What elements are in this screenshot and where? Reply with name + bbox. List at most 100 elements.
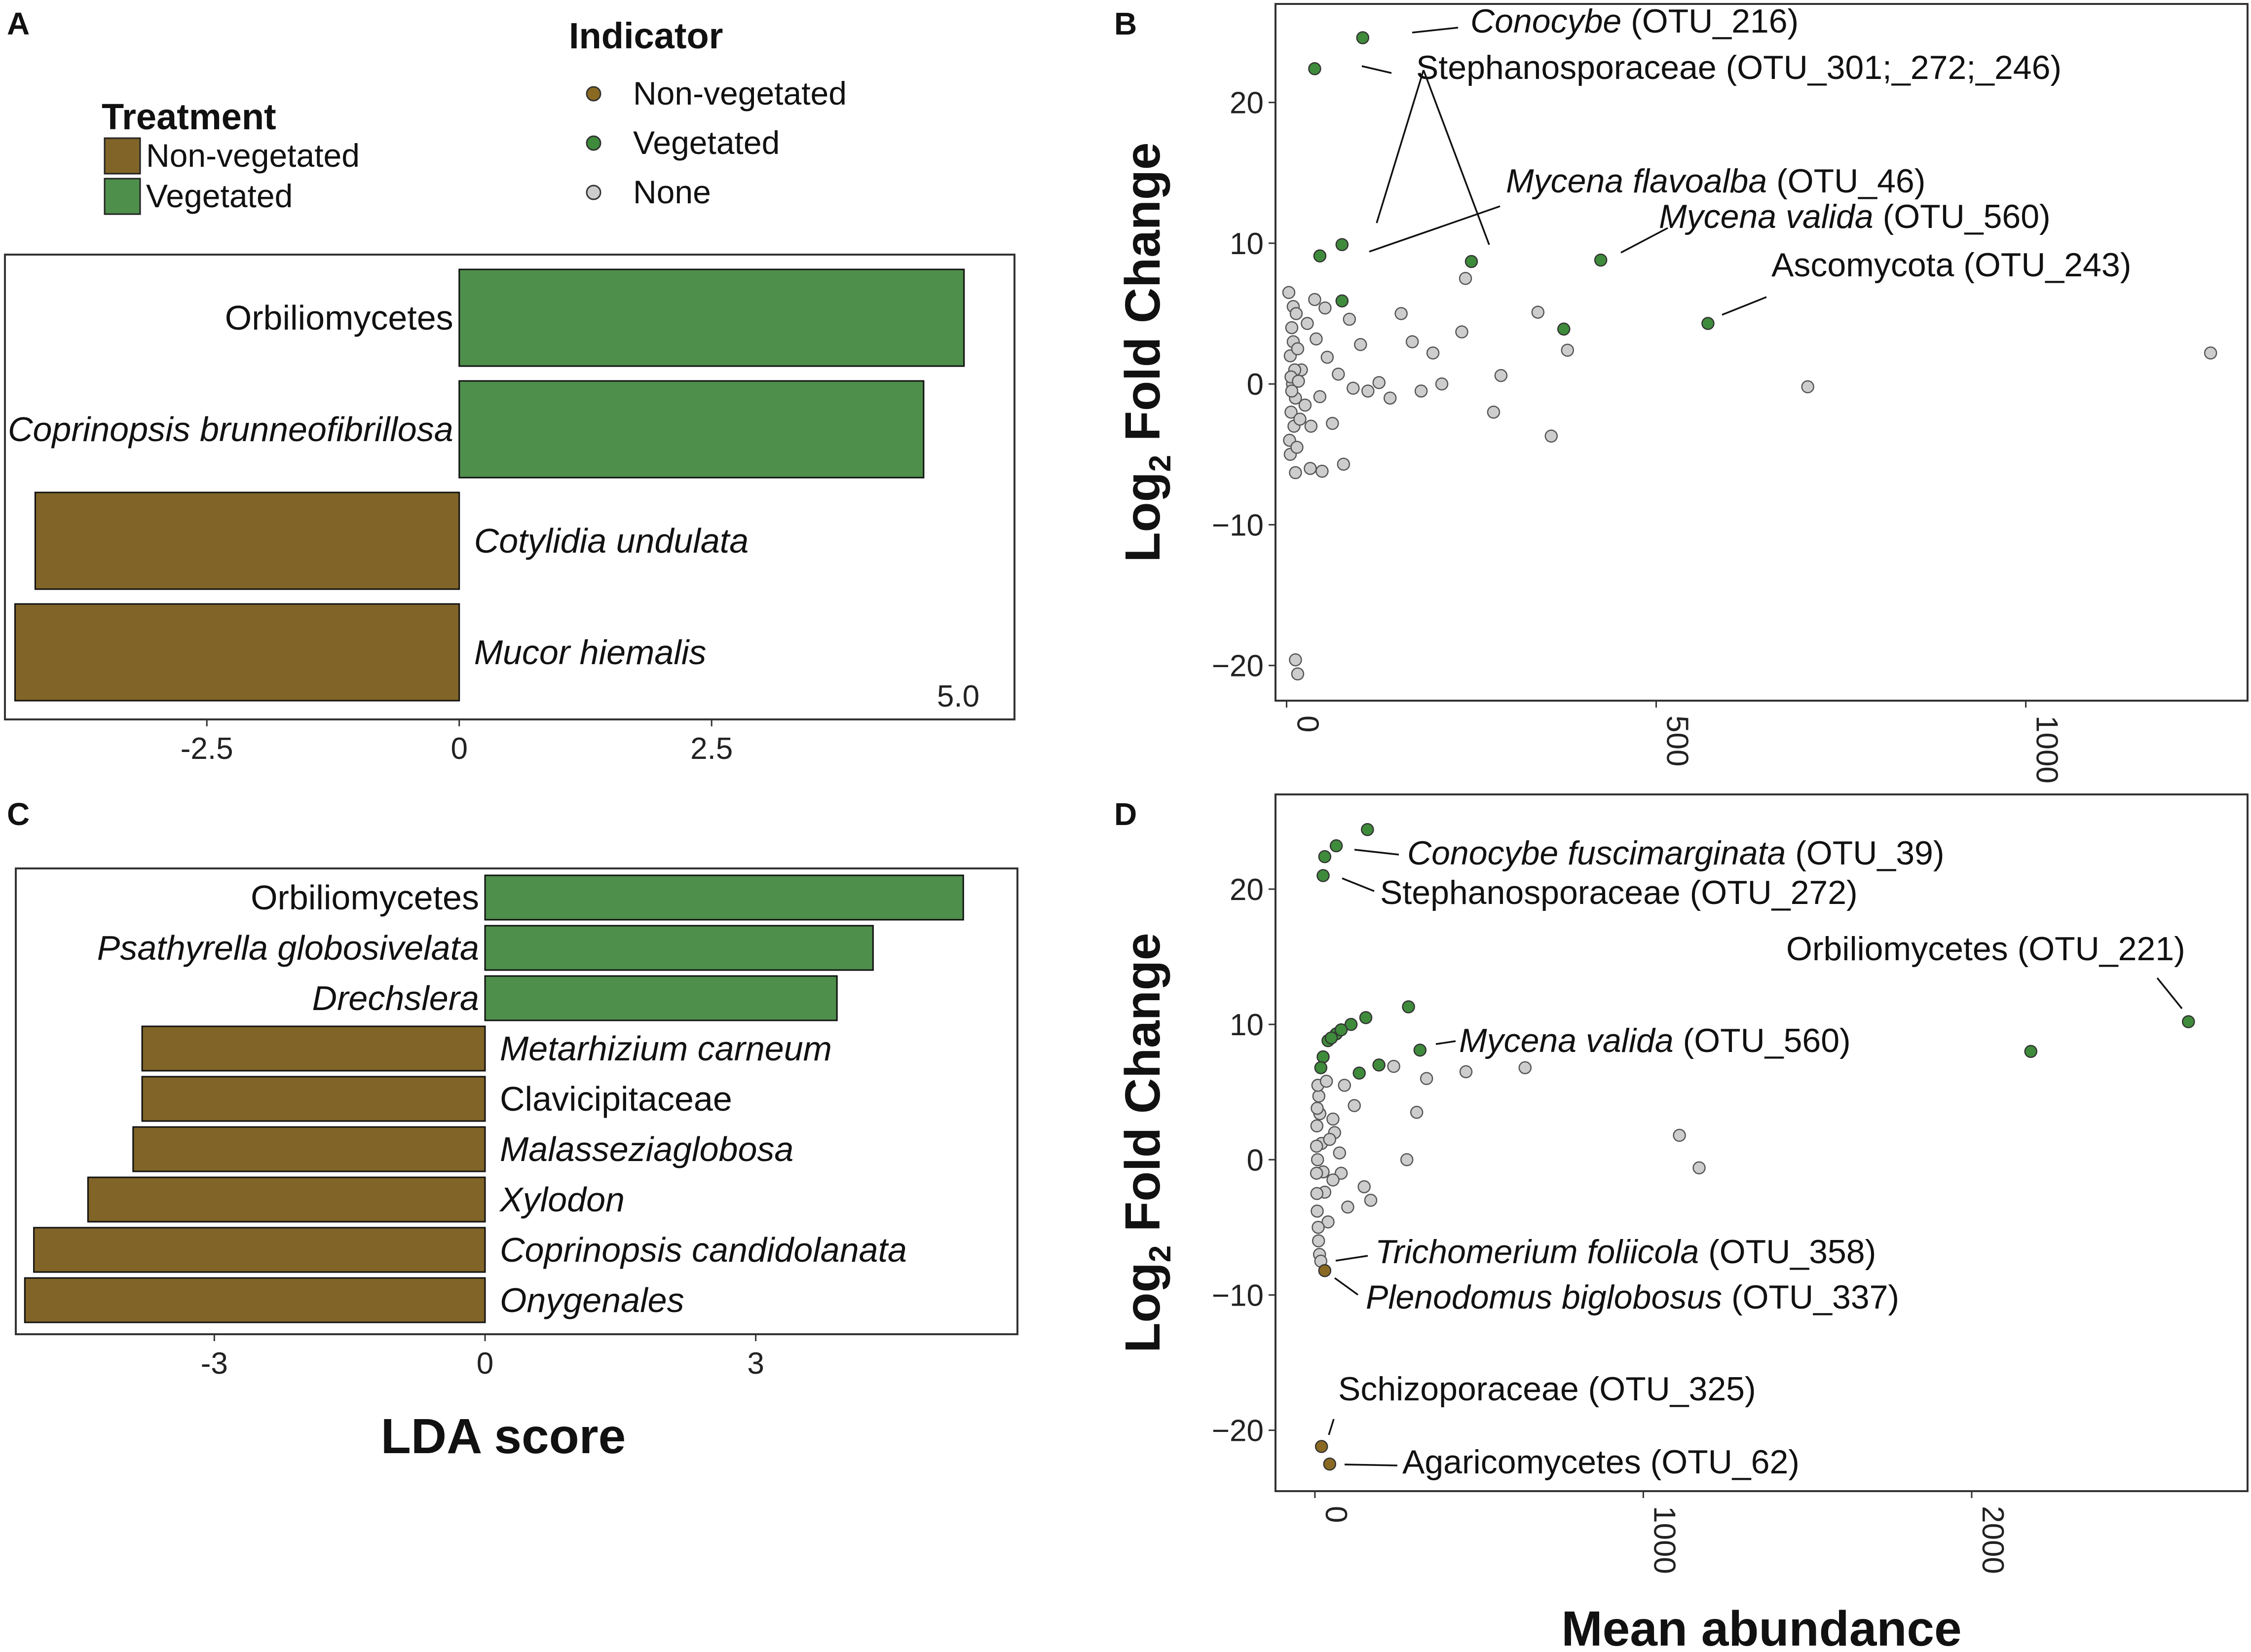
panel-C-xtick-2: 3 — [747, 1347, 764, 1381]
panel-B-point-none-22 — [1332, 367, 1345, 381]
panel-C-bar-label-2: Drechslera — [312, 979, 479, 1017]
panel-B-point-none-1 — [1394, 307, 1408, 320]
panel-A-bar-label-0: Orbiliomycetes — [225, 299, 453, 337]
panel-C-bar-label-6: Xylodon — [499, 1180, 625, 1219]
panel-D-point-none-32 — [1310, 1166, 1323, 1180]
panel-B-point-none-5 — [1531, 305, 1545, 319]
panel-A-xtick-0: -2.5 — [181, 732, 233, 766]
panel-b-annotation-0-part-0: Conocybe — [1470, 2, 1621, 40]
panel-B-point-none-34 — [1298, 398, 1312, 412]
panel-D-point-veg-14 — [1316, 1050, 1330, 1064]
panel-D-point-none-26 — [1310, 1187, 1324, 1201]
panel-A-bar-label-3: Mucor hiemalis — [474, 633, 707, 672]
panel-b-leader-5 — [1620, 227, 1668, 254]
panel-C-bar-1 — [484, 925, 874, 971]
panel-C-bar-5 — [132, 1126, 486, 1172]
panel-B-point-veg-4 — [1464, 255, 1478, 268]
ylabel-subscript: 2 — [1143, 1245, 1177, 1262]
panel-d-annotation-1-part-1: Stephanosporaceae (OTU_272) — [1380, 874, 1858, 911]
panel-B-point-none-50 — [1285, 384, 1299, 398]
panel-d-annotation-5-part-1: (OTU_337) — [1722, 1278, 1899, 1316]
panel-b-leader-0 — [1412, 27, 1459, 34]
panel-d-annotation-4-part-1: (OTU_358) — [1699, 1233, 1876, 1271]
panel-d-leader-3 — [1435, 1040, 1456, 1045]
panel-d-annotation-0-part-1: (OTU_39) — [1786, 834, 1944, 872]
indicator-legend-label-1: Vegetated — [633, 124, 780, 161]
panel-D-xtick-2: 2000 — [1976, 1506, 2010, 1574]
panel-B-point-none-32 — [1354, 338, 1367, 351]
panel-C-bar-0 — [484, 874, 964, 921]
panel-d-annotation-3: Mycena valida (OTU_560) — [1459, 1022, 1851, 1059]
panel-D-point-none-35 — [1319, 1075, 1333, 1088]
panel-B-point-none-17 — [1289, 466, 1302, 480]
treatment-legend-title: Treatment — [102, 96, 276, 137]
panel-d-annotation-0: Conocybe fuscimarginata (OTU_39) — [1407, 834, 1944, 872]
panel-B-ytick-2: 0 — [1247, 368, 1264, 402]
panel-D-ylabel: Log2 Fold Change — [1115, 933, 1177, 1352]
panel-d-annotation-7-part-1: Agaricomycetes (OTU_62) — [1402, 1443, 1800, 1481]
panel-B-point-none-18 — [1289, 653, 1302, 667]
panel-C-bar-label-5: Malasseziaglobosa — [500, 1130, 793, 1168]
treatment-legend-label-0: Non-vegetated — [146, 137, 360, 174]
panel-D-point-veg-17 — [1334, 1023, 1348, 1037]
panel-A-bar-2 — [34, 491, 460, 590]
panel-D-point-none-15 — [1341, 1200, 1354, 1214]
panel-B-point-veg-3 — [1313, 249, 1327, 263]
panel-d-annotation-5-part-0: Plenodomus biglobosus — [1366, 1278, 1722, 1316]
panel-C-bar-label-4: Clavicipitaceae — [500, 1080, 732, 1118]
panel-D-ytick-1: 10 — [1230, 1008, 1264, 1042]
panel-B-point-none-20 — [1310, 332, 1323, 346]
panel-D-point-none-2 — [1459, 1065, 1473, 1079]
panel-D-point-none-33 — [1311, 1101, 1324, 1115]
panel-C-xtick-1: 0 — [477, 1347, 493, 1381]
ylabel-log: Log — [1115, 472, 1170, 562]
treatment-legend-swatch-1 — [104, 178, 141, 215]
panel-B-point-none-29 — [1318, 301, 1332, 315]
panel-B-point-none-6 — [1561, 343, 1574, 357]
indicator-legend-label-0: Non-vegetated — [633, 75, 847, 112]
panel-label-d: D — [1114, 796, 1137, 832]
panel-B-point-none-24 — [1361, 384, 1375, 398]
indicator-legend-label-2: None — [633, 174, 711, 210]
panel-B-point-none-12 — [1801, 380, 1814, 394]
panel-D-point-none-16 — [1326, 1112, 1340, 1126]
indicator-legend-title: Indicator — [569, 15, 723, 56]
panel-B-point-none-39 — [1284, 405, 1298, 419]
panel-D-point-veg-4 — [1402, 1000, 1415, 1014]
panel-B-point-veg-6 — [1335, 294, 1349, 308]
ylabel-rest: Fold Change — [1115, 933, 1170, 1245]
panel-B-point-veg-7 — [1557, 322, 1571, 336]
panel-b-annotation-1-part-1: Stephanosporaceae (OTU_301;_272;_246) — [1416, 49, 2062, 86]
panel-B-point-none-25 — [1372, 376, 1386, 389]
panel-d-leader-0 — [1354, 849, 1399, 856]
panel-B-point-none-55 — [1290, 441, 1304, 454]
panel-D-point-none-1 — [1420, 1072, 1433, 1086]
panel-B-xtick-2: 1000 — [2030, 715, 2064, 784]
indicator-legend-dot-2 — [586, 185, 601, 200]
panel-B-point-none-15 — [1315, 464, 1329, 478]
panel-B-point-none-54 — [1289, 307, 1303, 320]
panel-d-leader-7 — [1344, 1464, 1398, 1466]
panel-B-ylabel: Log2 Fold Change — [1115, 142, 1177, 562]
panel-b-annotation-2-part-0: Mycena flavoalba — [1506, 162, 1767, 200]
ylabel-log: Log — [1115, 1262, 1170, 1352]
panel-b-annotation-3: Mycena valida (OTU_560) — [1659, 198, 2051, 235]
panel-b-leader-1 — [1361, 65, 1392, 74]
panel-B-point-none-35 — [1304, 419, 1318, 433]
panel-C-bar-8 — [24, 1277, 486, 1323]
panel-b-annotation-0-part-1: (OTU_216) — [1621, 2, 1799, 40]
panel-D-point-none-14 — [1321, 1215, 1335, 1229]
panel-D-ytick-0: 20 — [1230, 873, 1264, 907]
panel-d-annotation-2: Orbiliomycetes (OTU_221) — [1786, 930, 2185, 968]
panel-D-point-veg-3 — [1316, 869, 1330, 882]
panel-D-point-none-31 — [1310, 1139, 1323, 1153]
panel-C-xtick-0: -3 — [201, 1347, 228, 1381]
panel-D-point-none-12 — [1357, 1180, 1371, 1194]
treatment-legend-label-1: Vegetated — [146, 178, 293, 214]
panel-b-annotation-4: Ascomycota (OTU_243) — [1771, 246, 2131, 284]
panel-B-point-veg-2 — [1335, 238, 1349, 252]
panel-C-bar-label-3: Metarhizium carneum — [500, 1029, 832, 1068]
panel-D-ytick-4: −20 — [1212, 1414, 1264, 1448]
panel-D-ytick-3: −10 — [1212, 1278, 1264, 1313]
panel-B-point-none-8 — [1435, 377, 1449, 391]
